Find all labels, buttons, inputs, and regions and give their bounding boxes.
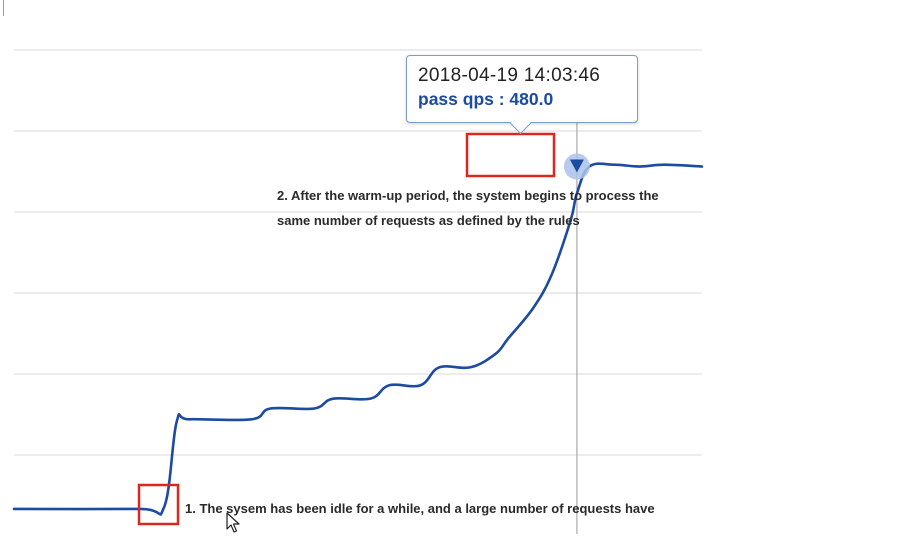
peak-highlight-box xyxy=(465,132,556,178)
warmup-annotation-line2: same number of requests as defined by th… xyxy=(277,213,580,228)
tooltip-date: 2018-04-19 14:03:46 xyxy=(418,65,601,86)
data-tooltip: 2018-04-19 14:03:46 pass qps : 480.0 xyxy=(406,55,638,123)
grid-lines xyxy=(14,49,702,456)
warmup-annotation-line1: 2. After the warm-up period, the system … xyxy=(277,188,659,203)
idle-highlight-box xyxy=(137,483,180,526)
mouse-cursor-icon xyxy=(226,512,240,533)
hover-point-marker xyxy=(569,159,584,173)
idle-annotation-line1: 1. The sysem has been idle for a while, … xyxy=(185,501,655,516)
tooltip-value: pass qps : 480.0 xyxy=(418,89,554,109)
